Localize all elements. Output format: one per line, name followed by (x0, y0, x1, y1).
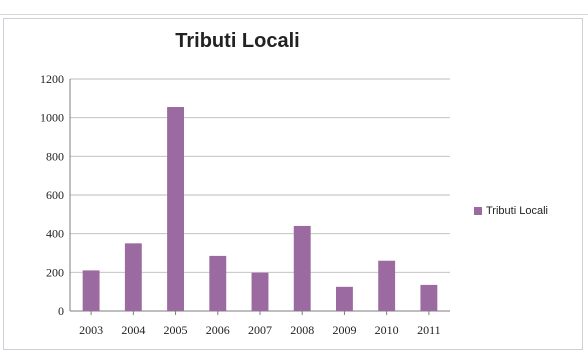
chart-frame (3, 18, 583, 350)
bar (378, 260, 396, 311)
bar (167, 107, 184, 312)
y-tick-label: 200 (46, 265, 64, 279)
x-tick-label: 2009 (332, 323, 356, 337)
x-tick-label: 2008 (290, 323, 314, 337)
chart-title: Tributi Locali (175, 30, 300, 52)
y-tick-label: 1000 (40, 111, 64, 125)
top-strip (0, 0, 588, 15)
bar (82, 270, 100, 311)
x-tick-label: 2003 (79, 323, 103, 337)
x-tick-label: 2011 (417, 323, 441, 337)
y-tick-label: 800 (46, 149, 64, 163)
bar (293, 225, 311, 311)
y-tick-label: 600 (46, 188, 64, 202)
legend-swatch (474, 207, 482, 215)
y-tick-label: 400 (46, 227, 64, 241)
legend: Tributi Locali (474, 203, 548, 219)
bar (251, 272, 269, 311)
y-tick-label: 1200 (40, 72, 64, 86)
x-tick-label: 2005 (164, 323, 188, 337)
bar (124, 243, 142, 311)
x-tick-label: 2007 (248, 323, 272, 337)
x-tick-label: 2004 (121, 323, 145, 337)
bar (420, 284, 438, 311)
bar (209, 255, 227, 311)
y-tick-label: 0 (58, 304, 64, 318)
bar (336, 286, 353, 311)
legend-label: Tributi Locali (486, 205, 548, 217)
x-tick-label: 2010 (375, 323, 399, 337)
x-tick-label: 2006 (206, 323, 230, 337)
